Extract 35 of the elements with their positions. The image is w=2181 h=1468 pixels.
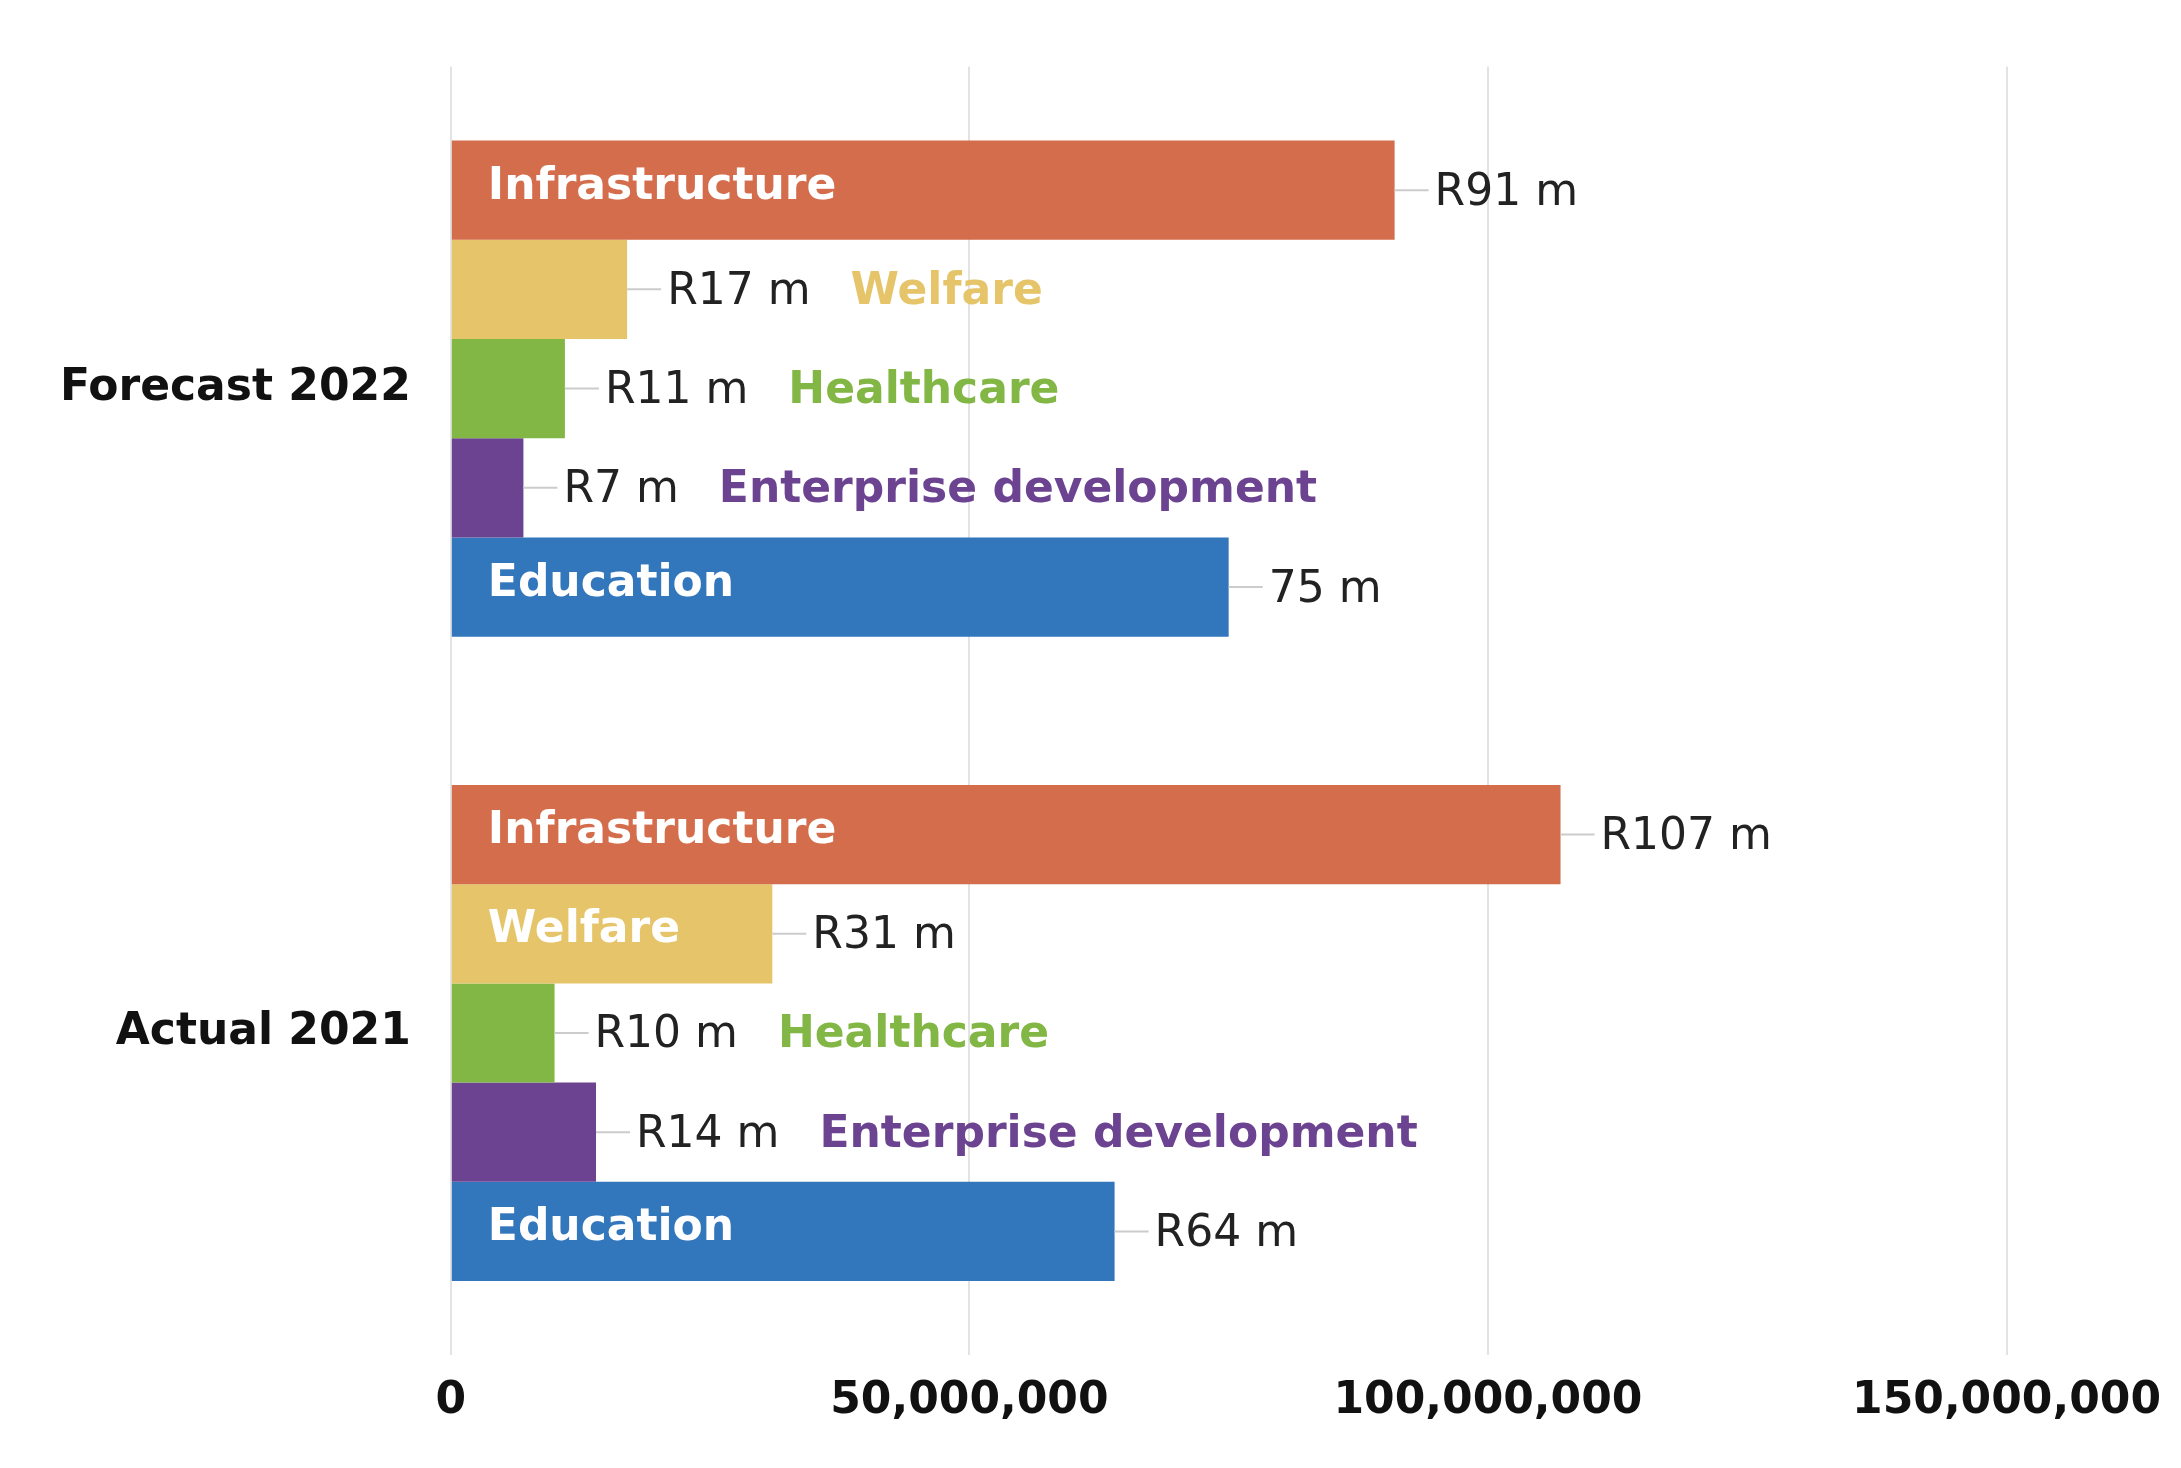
x-tick-label: 0 <box>435 1372 467 1424</box>
text: Enterprise development <box>819 1105 1418 1157</box>
x-tick-label: 50,000,000 <box>830 1372 1109 1424</box>
bar <box>451 438 524 538</box>
series-label: Infrastructure <box>487 157 837 209</box>
text: Healthcare <box>777 1006 1050 1058</box>
data-label: R14 m <box>636 1105 780 1157</box>
series-label: Education <box>487 554 735 606</box>
data-label: R7 m <box>563 461 679 513</box>
data-label: R64 m <box>1154 1204 1298 1256</box>
x-tick-label: 150,000,000 <box>1852 1372 2161 1424</box>
data-label: R31 m <box>812 907 956 959</box>
text: Healthcare <box>788 362 1060 414</box>
text: Welfare <box>850 262 1043 314</box>
bar <box>451 784 1561 885</box>
bar <box>451 1181 1115 1282</box>
data-label: R17 m <box>667 262 811 314</box>
bar <box>451 1082 597 1182</box>
text: Enterprise development <box>718 461 1318 513</box>
text: Infrastructure <box>487 801 837 853</box>
bar <box>451 338 565 439</box>
data-label: 75 m <box>1268 560 1382 612</box>
data-label: R91 m <box>1434 163 1579 215</box>
data-label: R107 m <box>1600 807 1772 859</box>
bar <box>451 983 555 1083</box>
text: Education <box>487 1198 735 1250</box>
series-label: Welfare <box>487 901 681 953</box>
data-label: R10 m <box>594 1006 738 1058</box>
bar <box>451 239 628 339</box>
bar <box>451 537 1229 637</box>
data-label: R11 m <box>604 362 749 414</box>
y-tick-label: Actual 2021 <box>115 1003 411 1055</box>
y-tick-label: Forecast 2022 <box>59 359 411 411</box>
bar <box>451 140 1395 240</box>
x-tick-label: 100,000,000 <box>1333 1372 1643 1424</box>
